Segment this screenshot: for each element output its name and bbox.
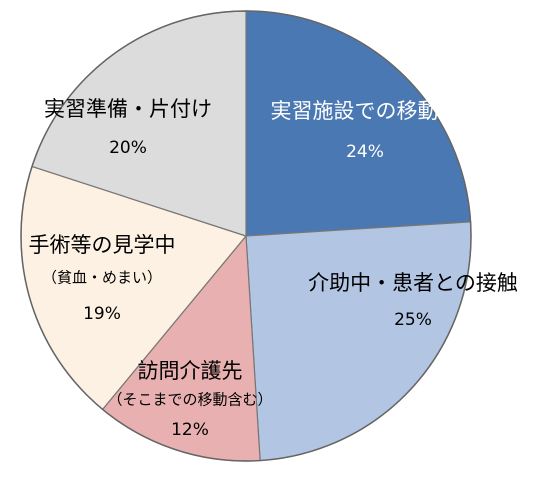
slice-1-label: 実習施設での移動中 <box>271 99 460 123</box>
slice-3-sublabel: （そこまでの移動含む） <box>107 391 272 409</box>
slice-3-value-label: 12% <box>171 420 209 440</box>
pie-outline <box>20 10 472 462</box>
slice-1-value-label: 24% <box>346 142 384 162</box>
labels-layer: 実習施設での移動中 24% 介助中・患者との接触 25% 訪問介護先 （そこまでの移動含む… <box>29 97 518 440</box>
slice-4-sublabel: （貧血・めまい） <box>42 269 162 287</box>
slice-2-label: 介助中・患者との接触 <box>308 271 518 295</box>
slice-3-label: 訪問介護先 <box>138 359 243 383</box>
pie-slice-2 <box>245 221 472 462</box>
pie-slice-1 <box>245 10 472 237</box>
slices-layer <box>20 10 472 462</box>
slice-4-value-label: 19% <box>83 304 121 324</box>
slice-2-value-label: 25% <box>394 310 432 330</box>
slice-5-value-label: 20% <box>109 138 147 158</box>
slice-5-label: 実習準備・片付け <box>44 97 212 121</box>
slice-4-label: 手術等の見学中 <box>29 233 176 257</box>
